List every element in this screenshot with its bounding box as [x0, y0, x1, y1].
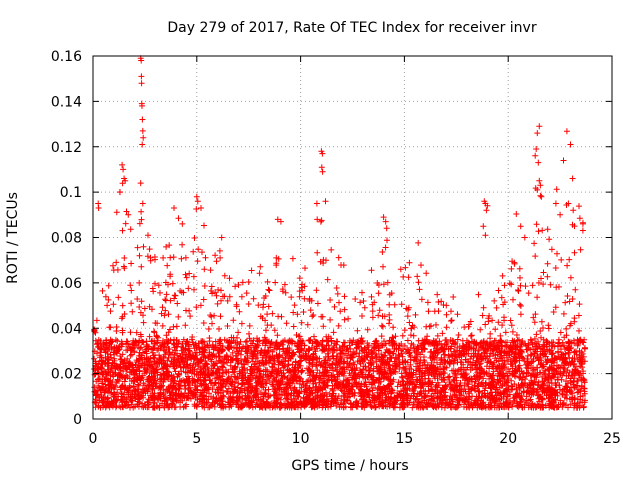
chart: 051015202500.020.040.060.080.10.120.140.…: [0, 0, 640, 480]
chart-svg: 051015202500.020.040.060.080.10.120.140.…: [0, 0, 640, 480]
